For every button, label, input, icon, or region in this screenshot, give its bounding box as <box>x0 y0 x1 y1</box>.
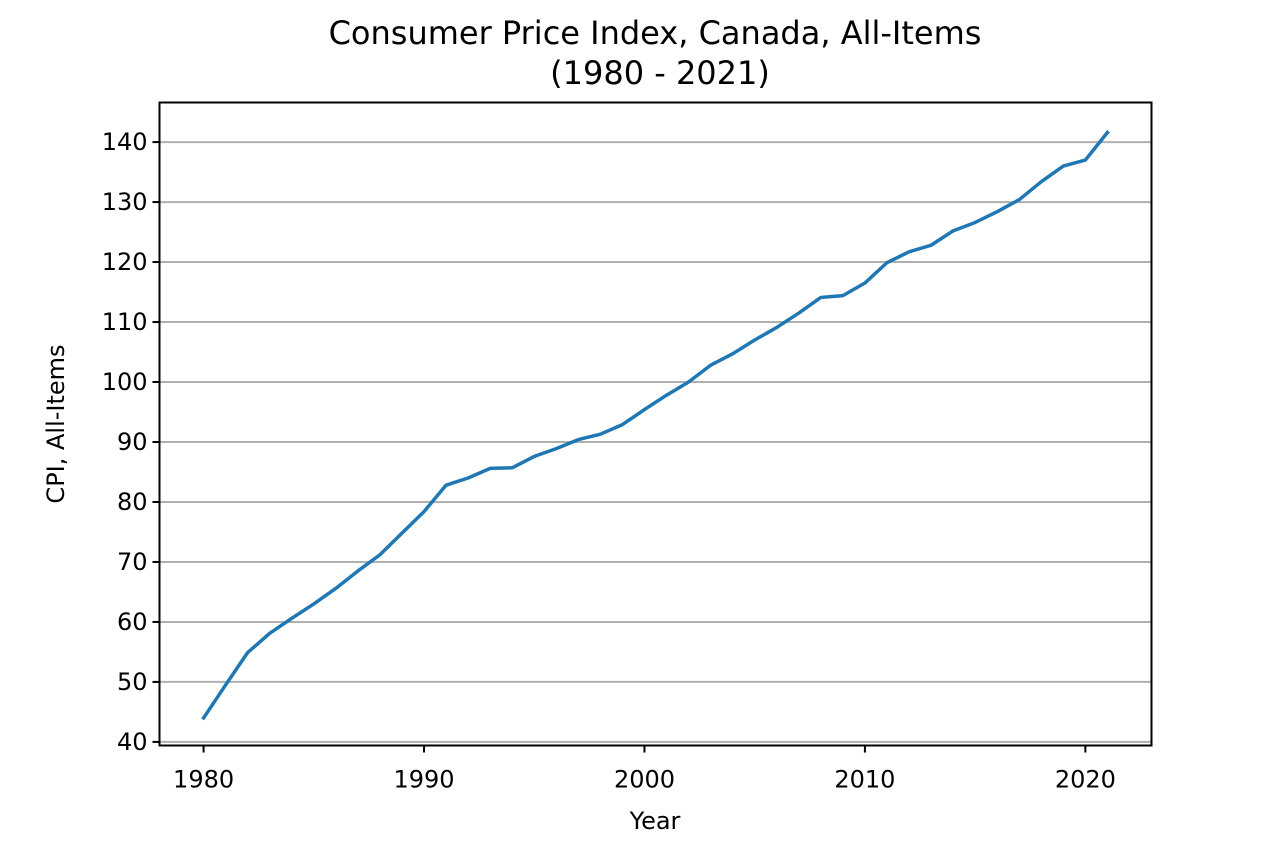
x-tick-label: 1980 <box>173 766 234 794</box>
grid-lines <box>159 141 1152 743</box>
y-axis-label: CPI, All-Items <box>42 344 70 503</box>
y-tick-label: 60 <box>117 608 148 636</box>
axes-frame <box>158 101 1153 747</box>
x-axis-label: Year <box>629 807 681 835</box>
y-tick-label: 130 <box>102 188 148 216</box>
x-tick-label: 2020 <box>1055 766 1116 794</box>
x-tick-label: 2010 <box>834 766 895 794</box>
y-tick-label: 50 <box>117 668 148 696</box>
y-tick-label: 40 <box>117 728 148 756</box>
y-tick-label: 120 <box>102 248 148 276</box>
cpi-series-line <box>201 130 1110 721</box>
y-tick-label: 80 <box>117 488 148 516</box>
y-tick-label: 100 <box>102 368 148 396</box>
y-tick-label: 90 <box>117 428 148 456</box>
y-tick-label: 110 <box>102 308 148 336</box>
y-tick-label: 140 <box>102 128 148 156</box>
x-tick-label: 1990 <box>393 766 454 794</box>
x-axis: 1980 1990 2000 2010 2020 <box>173 745 1116 794</box>
y-tick-label: 70 <box>117 548 148 576</box>
chart-subtitle: (1980 - 2021) <box>550 54 770 92</box>
chart-title: Consumer Price Index, Canada, All-Items <box>329 14 982 52</box>
x-tick-label: 2000 <box>614 766 675 794</box>
y-axis: 40 50 60 70 80 90 100 110 120 130 140 <box>102 128 160 756</box>
plot-area <box>201 130 1110 721</box>
